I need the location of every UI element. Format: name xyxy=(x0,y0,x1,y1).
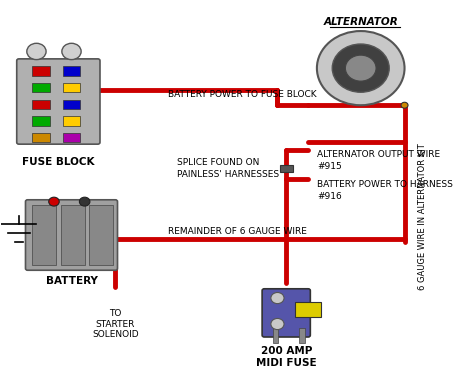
Circle shape xyxy=(49,197,59,206)
Bar xyxy=(300,328,305,342)
Bar xyxy=(32,66,50,75)
Circle shape xyxy=(271,318,284,330)
Text: BATTERY: BATTERY xyxy=(46,276,98,286)
Text: BATTERY POWER TO HARNESS
#916: BATTERY POWER TO HARNESS #916 xyxy=(317,180,453,201)
Circle shape xyxy=(317,31,404,105)
Bar xyxy=(32,83,50,92)
Text: ALTERNATOR: ALTERNATOR xyxy=(323,17,398,27)
Bar xyxy=(63,66,80,75)
Bar xyxy=(273,328,278,342)
Bar xyxy=(32,206,56,265)
Bar xyxy=(89,206,113,265)
Text: 6 GAUGE WIRE IN ALTERNATOR KIT: 6 GAUGE WIRE IN ALTERNATOR KIT xyxy=(418,143,427,290)
Circle shape xyxy=(271,292,284,304)
Bar xyxy=(32,116,50,126)
Text: ALTERNATOR OUTPUT WIRE
#915: ALTERNATOR OUTPUT WIRE #915 xyxy=(317,150,440,171)
Text: TO
STARTER
SOLENOID: TO STARTER SOLENOID xyxy=(92,309,138,339)
Circle shape xyxy=(62,43,81,60)
Bar xyxy=(63,83,80,92)
Bar xyxy=(280,165,293,172)
Circle shape xyxy=(346,55,376,81)
Circle shape xyxy=(27,43,46,60)
Bar xyxy=(63,100,80,109)
FancyBboxPatch shape xyxy=(26,200,118,270)
Circle shape xyxy=(401,102,408,108)
Text: SPLICE FOUND ON
PAINLESS' HARNESSES: SPLICE FOUND ON PAINLESS' HARNESSES xyxy=(177,158,279,178)
Bar xyxy=(32,133,50,142)
FancyBboxPatch shape xyxy=(262,289,310,337)
Text: REMAINDER OF 6 GAUGE WIRE: REMAINDER OF 6 GAUGE WIRE xyxy=(168,227,307,236)
Bar xyxy=(63,133,80,142)
Text: 200 AMP
MIDI FUSE: 200 AMP MIDI FUSE xyxy=(256,346,317,368)
Bar xyxy=(63,116,80,126)
Bar xyxy=(295,302,321,316)
FancyBboxPatch shape xyxy=(17,59,100,144)
Text: BATTERY POWER TO FUSE BLOCK: BATTERY POWER TO FUSE BLOCK xyxy=(168,90,317,99)
Circle shape xyxy=(79,197,90,206)
Circle shape xyxy=(332,44,389,92)
Bar xyxy=(32,100,50,109)
Text: FUSE BLOCK: FUSE BLOCK xyxy=(22,157,95,167)
Bar xyxy=(61,206,85,265)
